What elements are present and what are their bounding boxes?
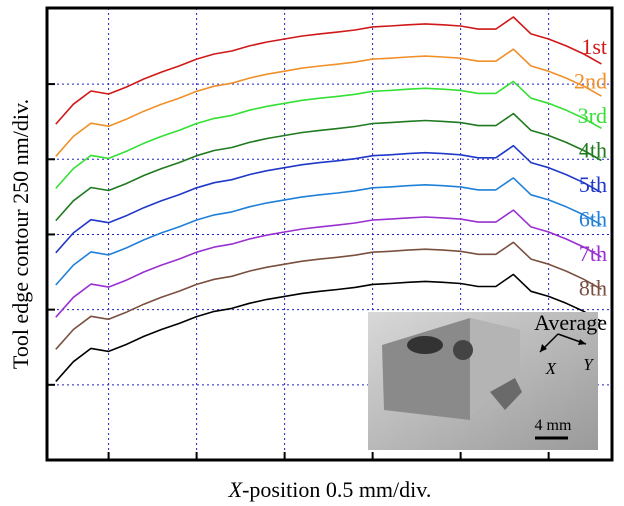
legend-label: 5th <box>579 172 607 197</box>
series-line <box>55 209 602 318</box>
legend-label: Average <box>534 310 607 335</box>
legend-label: 8th <box>579 276 607 301</box>
legend-label: 3rd <box>578 103 607 128</box>
legend-label: 7th <box>579 241 607 266</box>
inset-x-label: X <box>545 359 557 378</box>
y-arrowhead <box>578 339 586 345</box>
legend-label: 1st <box>581 34 607 59</box>
scale-label: 4 mm <box>535 417 572 434</box>
tool-screw <box>453 340 473 360</box>
plot-frame <box>45 6 614 462</box>
legend-label: 2nd <box>574 69 607 94</box>
series-line <box>55 112 602 222</box>
plot-area <box>47 8 612 460</box>
x-arrowhead <box>540 344 547 352</box>
legend-label: 4th <box>579 138 607 163</box>
diamond-tip <box>490 378 522 410</box>
series-line <box>55 48 602 157</box>
tool-side <box>470 318 520 420</box>
series-line <box>55 241 602 350</box>
x-axis-label: X-position 0.5 mm/div. <box>228 477 432 502</box>
series-line <box>55 273 602 383</box>
legend-label: 6th <box>579 207 607 232</box>
series-line <box>55 16 602 125</box>
inset-y-label: Y <box>583 355 594 374</box>
series-line <box>55 177 602 286</box>
y-axis-label: Tool edge contour 250 nm/div. <box>8 99 33 369</box>
series-line <box>55 80 602 189</box>
inset-photo: X Y 4 mm <box>368 312 598 450</box>
series-line <box>55 144 602 254</box>
tool-slot <box>407 336 443 354</box>
